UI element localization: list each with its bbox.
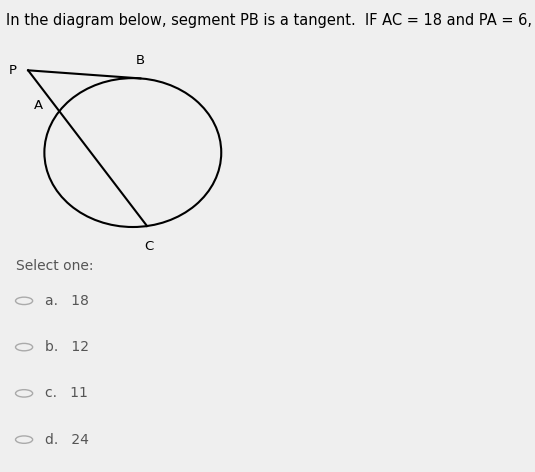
Text: In the diagram below, segment PB is a tangent.  IF AC = 18 and PA = 6, find PB.: In the diagram below, segment PB is a ta… xyxy=(6,13,535,27)
Text: Select one:: Select one: xyxy=(16,259,94,273)
Text: C: C xyxy=(145,240,154,253)
Text: c.   11: c. 11 xyxy=(45,387,88,400)
Text: B: B xyxy=(136,54,145,67)
Text: b.   12: b. 12 xyxy=(45,340,89,354)
Text: A: A xyxy=(34,99,43,112)
Text: P: P xyxy=(9,64,17,77)
Text: a.   18: a. 18 xyxy=(45,294,89,308)
Text: d.   24: d. 24 xyxy=(45,433,89,447)
